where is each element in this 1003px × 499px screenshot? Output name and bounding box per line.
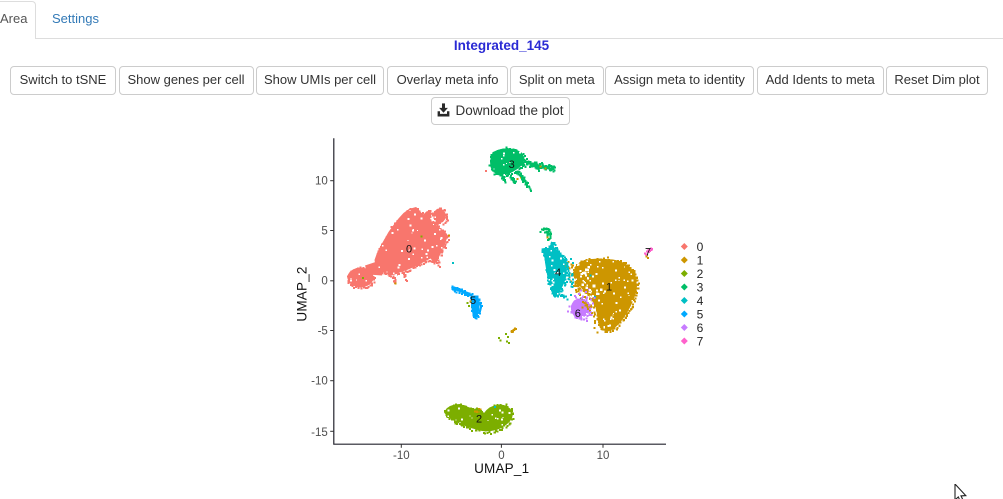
- svg-text:-15: -15: [311, 427, 328, 439]
- svg-text:0: 0: [498, 450, 504, 462]
- svg-text:5: 5: [321, 225, 327, 237]
- svg-text:3: 3: [509, 159, 515, 171]
- svg-text:3: 3: [697, 280, 704, 294]
- svg-text:5: 5: [697, 307, 704, 321]
- svg-text:0: 0: [406, 244, 412, 256]
- svg-text:1: 1: [606, 282, 612, 294]
- svg-text:6: 6: [697, 321, 704, 335]
- svg-text:7: 7: [697, 334, 704, 348]
- svg-text:4: 4: [555, 267, 561, 279]
- svg-text:10: 10: [315, 176, 328, 188]
- svg-text:UMAP_1: UMAP_1: [474, 461, 529, 476]
- svg-text:4: 4: [697, 294, 704, 308]
- svg-text:-5: -5: [318, 325, 328, 337]
- svg-text:7: 7: [645, 246, 651, 258]
- svg-text:UMAP_2: UMAP_2: [295, 266, 310, 321]
- svg-text:1: 1: [697, 253, 704, 267]
- svg-text:0: 0: [697, 240, 704, 254]
- svg-text:-10: -10: [311, 376, 328, 388]
- svg-text:10: 10: [597, 450, 610, 462]
- svg-text:6: 6: [575, 308, 581, 320]
- svg-text:0: 0: [321, 276, 327, 288]
- svg-text:-10: -10: [393, 450, 410, 462]
- svg-text:2: 2: [476, 413, 482, 425]
- svg-text:5: 5: [470, 295, 476, 307]
- svg-text:2: 2: [697, 267, 704, 281]
